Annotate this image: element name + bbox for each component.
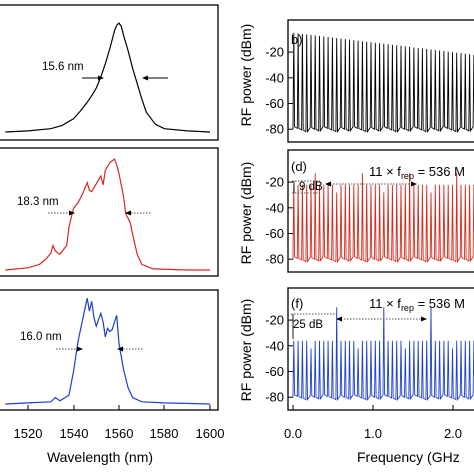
x-axis-title-frequency: Frequency (GHz	[357, 449, 460, 465]
fwhm-arrows-c	[48, 210, 152, 216]
fwhm-arrowhead-right-a	[142, 75, 148, 81]
panel-e-curve-group	[5, 298, 211, 405]
rf-x-tick-label-2: 2.0	[444, 426, 462, 441]
y-tick-label-f: -80	[265, 390, 284, 405]
rep-head-right-f	[421, 316, 427, 322]
rf-spectrum-line-f	[292, 307, 474, 402]
y-axis-title-f: RF power (dBm)	[238, 299, 254, 402]
y-tick-label-d: -40	[265, 200, 284, 215]
panel-f-frame	[287, 287, 474, 411]
y-axis-title-d: RF power (dBm)	[238, 162, 254, 265]
x-tick-label-1580: 1580	[150, 426, 179, 441]
panel-e-frame	[0, 289, 219, 411]
rf-x-tick-label-1: 1.0	[364, 426, 382, 441]
panel-f-yticks: -20 -40 -60 -80	[265, 313, 293, 405]
rf-spectrum-line-b	[292, 32, 474, 134]
fwhm-label-e: 16.0 nm	[20, 331, 62, 343]
rep-label-d: 11 × frep = 536 M	[369, 164, 465, 181]
rep-sub-d: rep	[401, 171, 414, 181]
fwhm-label-a: 15.6 nm	[42, 61, 84, 73]
rf-x-tick-label-0: 0.0	[284, 426, 302, 441]
spectrum-line-a	[5, 22, 211, 133]
panel-b-spectrum	[292, 32, 474, 134]
right-y-titles: RF power (dBm) RF power (dBm) RF power (…	[238, 24, 254, 402]
panel-a: 15.6 nm	[0, 4, 219, 141]
panel-f: (f) -20 -40 -60 -80 25 dB 11 × frep = 536 M	[265, 287, 474, 411]
rep-head-left-d	[325, 181, 331, 187]
db-label-d: 9 dB	[299, 181, 323, 193]
panel-label-f: (f)	[291, 296, 303, 311]
rep-head-left-f	[336, 316, 342, 322]
y-tick-label-b: -20	[265, 45, 284, 60]
right-x-axis: 0.0 1.0 2.0 Frequency (GHz	[284, 405, 462, 465]
y-tick-label-d: -20	[265, 175, 284, 190]
y-axis-title-b: RF power (dBm)	[238, 24, 254, 127]
y-tick-label-d: -80	[265, 252, 284, 267]
y-tick-label-b: -40	[265, 70, 284, 85]
x-tick-label-1600: 1600	[196, 426, 225, 441]
db-annotation-d: 9 dB	[292, 180, 323, 194]
fwhm-arrows-a	[82, 75, 168, 81]
fwhm-arrows-e	[56, 346, 144, 352]
panel-b-frame	[287, 19, 474, 143]
y-tick-label-b: -80	[265, 122, 284, 137]
y-tick-label-d: -60	[265, 226, 284, 241]
panel-b-yticks: -20 -40 -60 -80	[265, 45, 293, 137]
y-tick-label-f: -40	[265, 338, 284, 353]
rep-text-f: 11 × f	[369, 296, 401, 311]
panel-label-b: b)	[291, 32, 303, 47]
panel-d-yticks: -20 -40 -60 -80	[265, 175, 293, 267]
spectrum-line-c	[5, 158, 210, 271]
y-tick-label-f: -20	[265, 313, 284, 328]
fwhm-label-c: 18.3 nm	[17, 196, 59, 208]
left-x-axis: 1520 1540 1560 1580 1600 Wavelength (nm)	[14, 405, 225, 465]
panel-label-d: (d)	[291, 159, 307, 174]
rep-label-f: 11 × frep = 536 M	[369, 296, 465, 313]
y-tick-label-f: -60	[265, 364, 284, 379]
db-annotation-f: 25 dB	[291, 313, 336, 339]
panel-d-frame	[287, 149, 474, 273]
rep-annotation-d: 11 × frep = 536 M	[325, 164, 465, 187]
x-tick-label-1520: 1520	[14, 426, 43, 441]
panel-c: 18.3 nm	[0, 147, 219, 277]
panel-c-curve-group	[5, 158, 210, 271]
fwhm-arrowhead-right-e	[117, 346, 123, 352]
y-tick-label-b: -60	[265, 96, 284, 111]
rep-text-d: 11 × f	[369, 164, 401, 179]
x-tick-label-1560: 1560	[105, 426, 134, 441]
db-label-f: 25 dB	[293, 319, 323, 331]
fwhm-arrowhead-left-a	[98, 75, 104, 81]
x-axis-title-wavelength: Wavelength (nm)	[47, 449, 153, 465]
panel-e: 16.0 nm	[0, 289, 219, 411]
rep-value-d: = 536 M	[414, 164, 465, 179]
rep-value-f: = 536 M	[414, 296, 465, 311]
panel-f-spectrum	[292, 307, 474, 402]
rep-head-right-d	[411, 181, 417, 187]
panel-d: (d) -20 -40 -60 -80 9 dB 11 × frep = 536 M	[265, 149, 474, 273]
x-tick-label-1540: 1540	[60, 426, 89, 441]
fwhm-arrowhead-right-c	[125, 210, 131, 216]
rep-annotation-f: 11 × frep = 536 M	[336, 296, 465, 322]
fwhm-arrowhead-left-e	[77, 346, 83, 352]
rf-spectrum-line-d	[292, 173, 474, 264]
rep-sub-f: rep	[401, 303, 414, 313]
panel-a-frame	[0, 4, 219, 141]
panel-d-spectrum	[292, 173, 474, 264]
fwhm-arrowhead-left-c	[69, 210, 75, 216]
panel-a-curve-group	[5, 22, 211, 133]
panel-c-frame	[0, 147, 219, 277]
spectrum-line-e	[5, 298, 211, 405]
panel-b: b) -20 -40 -60 -80	[265, 19, 474, 143]
